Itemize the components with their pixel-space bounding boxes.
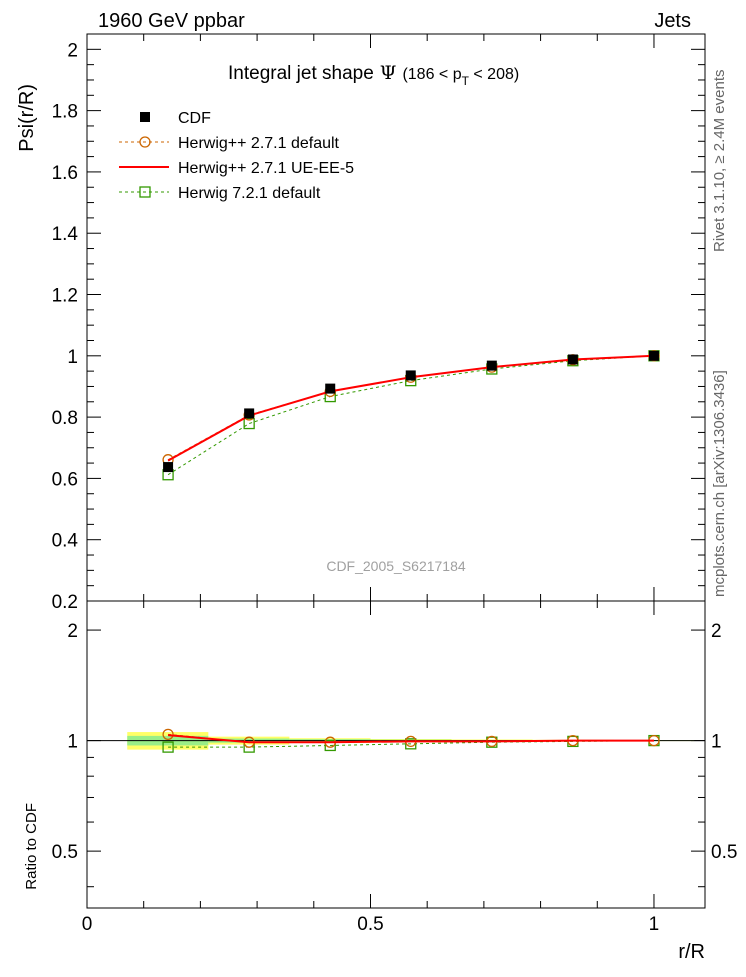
rivet-label: Rivet 3.1.10, ≥ 2.4M events bbox=[711, 70, 728, 253]
title-psi: Ψ bbox=[380, 62, 397, 84]
legend-label: Herwig 7.2.1 default bbox=[178, 185, 321, 202]
ylabel-main: Psi(r/R) bbox=[16, 84, 38, 152]
ratio-panel: 0 0.5 1 0.5 0.5 1 1 2 2 bbox=[52, 600, 737, 935]
legend-label: Herwig++ 2.7.1 UE-EE-5 bbox=[178, 160, 354, 177]
main-ytick-label: 1.6 bbox=[52, 163, 78, 184]
xlabel: r/R bbox=[678, 941, 705, 963]
ylabel-ratio: Ratio to CDF bbox=[23, 803, 40, 890]
main-ytick-label: 1 bbox=[67, 347, 78, 368]
ratio-data-point bbox=[324, 739, 336, 752]
main-data-point bbox=[325, 383, 336, 394]
header-left: 1960 GeV ppbar bbox=[98, 10, 245, 32]
main-panel: 0.2 0.4 0.6 0.8 1 1.2 1.4 1.6 1.8 2 bbox=[52, 33, 706, 613]
main-ytick-label: 2 bbox=[67, 40, 78, 61]
main-ytick-label: 0.6 bbox=[52, 469, 78, 490]
plot-title: Integral jet shape Ψ (186 < pT < 208) bbox=[228, 62, 519, 88]
watermark: CDF_2005_S6217184 bbox=[326, 558, 466, 574]
main-data-point bbox=[648, 350, 659, 361]
title-range-post: < 208) bbox=[469, 66, 519, 83]
main-ytick-label: 0.8 bbox=[52, 408, 78, 429]
main-ytick-label: 1.4 bbox=[52, 224, 79, 245]
title-main: Integral jet shape bbox=[228, 63, 374, 84]
legend-label: Herwig++ 2.7.1 default bbox=[178, 135, 340, 152]
legend-marker bbox=[140, 112, 150, 122]
main-ytick-label: 0.4 bbox=[52, 531, 79, 552]
ratio-ytick-label: 2 bbox=[67, 621, 78, 642]
legend-marker bbox=[139, 186, 151, 198]
header-right: Jets bbox=[654, 10, 691, 32]
legend: CDF Herwig++ 2.7.1 default Herwig++ 2.7.1 … bbox=[119, 110, 354, 202]
ratio-data-point bbox=[162, 728, 174, 740]
ratio-ytick-label-right: 2 bbox=[711, 621, 722, 642]
xtick-label: 1 bbox=[649, 914, 660, 935]
ratio-data-point bbox=[162, 741, 174, 753]
ratio-ytick-label-right: 0.5 bbox=[711, 842, 737, 863]
main-data-point bbox=[567, 354, 578, 365]
main-ytick-label: 1.8 bbox=[52, 102, 78, 123]
ratio-ytick-label: 0.5 bbox=[52, 842, 78, 863]
title-range-pre: (186 < p bbox=[402, 66, 461, 83]
main-data-point bbox=[405, 370, 416, 381]
main-ytick-label: 1.2 bbox=[52, 286, 78, 307]
main-data-point bbox=[243, 417, 255, 430]
main-data-point bbox=[244, 408, 255, 419]
main-data-point bbox=[163, 462, 174, 473]
xtick-label: 0.5 bbox=[357, 914, 383, 935]
main-data-point bbox=[486, 360, 497, 371]
ratio-ytick-label: 1 bbox=[67, 732, 78, 753]
main-ytick-label: 0.2 bbox=[52, 592, 78, 613]
ratio-series-line bbox=[167, 734, 654, 744]
ratio-frame bbox=[86, 600, 706, 909]
legend-label: CDF bbox=[178, 110, 211, 127]
xtick-label: 0 bbox=[82, 914, 93, 935]
ratio-ytick-label-right: 1 bbox=[711, 732, 722, 753]
title-range-sub: T bbox=[462, 74, 470, 88]
mcplots-label: mcplots.cern.ch [arXiv:1306.3436] bbox=[711, 370, 728, 597]
legend-marker bbox=[139, 136, 151, 148]
